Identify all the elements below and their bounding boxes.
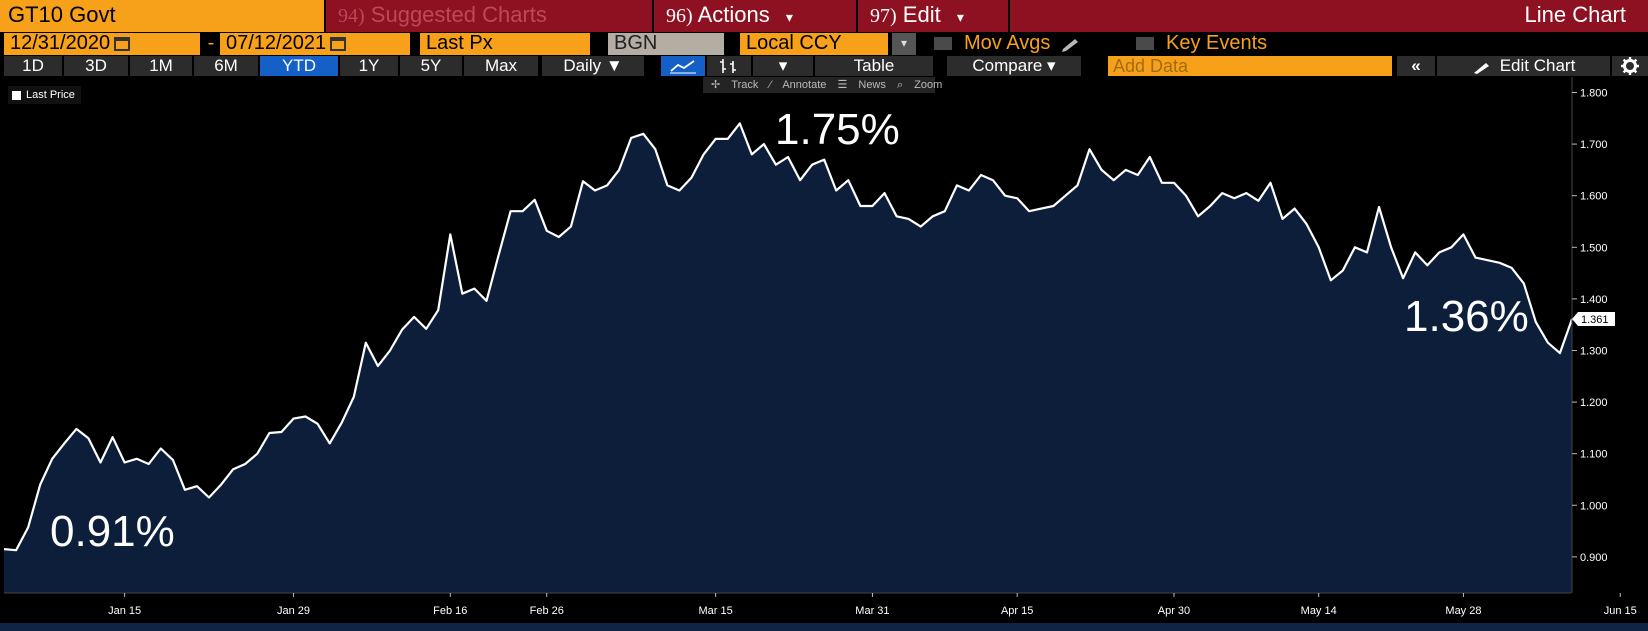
last-value-label: 1.361 [1581,314,1609,326]
suggested-charts-number: 94) [338,5,365,27]
news-label: News [858,79,886,91]
track-label: Track [731,79,759,91]
gear-icon [1621,57,1639,75]
y-tick-label: 1.500 [1580,242,1608,254]
settings-button[interactable] [1612,56,1648,76]
key-events-toggle[interactable]: Key Events [1136,33,1356,55]
more-chart-types-button[interactable]: ▾ [753,56,813,76]
key-events-label: Key Events [1166,32,1268,54]
start-date-field[interactable]: 12/31/2020 [4,33,200,55]
annotate-tool[interactable]: ⁄ Annotate [769,79,827,91]
edit-label: Edit [902,2,941,27]
bar-chart-button[interactable] [707,56,751,76]
range-button-max[interactable]: Max [464,56,538,76]
edit-chart-label: Edit Chart [1499,56,1576,75]
checkbox-icon[interactable] [1136,37,1154,51]
suggested-charts-label: Suggested Charts [370,2,547,27]
x-tick-label: Jan 29 [277,605,310,617]
x-tick-label: Mar 31 [855,605,889,617]
chevron-down-icon: ▾ [778,56,788,75]
edit-chart-button[interactable]: Edit Chart [1437,56,1610,76]
legend-label: Last Price [26,89,75,101]
x-tick-label: Jun 15 [1604,605,1637,617]
y-tick-label: 1.200 [1580,397,1608,409]
pencil-icon[interactable] [1060,36,1082,52]
x-tick-label: May 28 [1445,605,1481,617]
ohlc-bars-icon [720,59,736,73]
collapse-icon[interactable]: « [1397,56,1435,76]
field-selector[interactable]: Last Px [420,33,590,55]
y-tick-label: 1.600 [1580,191,1608,203]
pencil-icon [1473,62,1489,74]
source-selector[interactable]: BGN [608,33,724,55]
x-tick-label: May 14 [1301,605,1337,617]
annotate-label: Annotate [782,79,827,91]
y-tick-label: 1.700 [1580,139,1608,151]
chart-type-title: Line Chart [1010,0,1648,32]
chart-legend[interactable]: Last Price [8,86,81,104]
range-button-ytd[interactable]: YTD [260,56,338,76]
range-button-5y[interactable]: 5Y [400,56,462,76]
security-ticker[interactable]: GT10 Govt [0,0,324,32]
range-button-1m[interactable]: 1M [130,56,192,76]
annotation-start-value: 0.91% [50,507,175,556]
x-tick-label: Apr 30 [1158,605,1190,617]
price-chart[interactable]: 0.900 1.000 1.100 1.200 1.300 1.400 1.500 1.600… [0,77,1648,623]
range-button-6m[interactable]: 6M [194,56,258,76]
currency-selector[interactable]: Local CCY [740,33,888,55]
line-chart-icon [670,60,696,74]
series-line-last-price [3,122,1574,552]
y-tick-label: 1.000 [1580,500,1608,512]
zoom-label: Zoom [914,79,943,91]
track-tool[interactable]: ✢ Track [711,79,759,91]
chevron-down-icon[interactable]: ▾ [892,33,916,55]
edit-number: 97) [870,5,897,27]
zoom-tool[interactable]: ⌕ Zoom [896,79,943,91]
table-button[interactable]: Table [815,56,933,76]
range-button-1y[interactable]: 1Y [340,56,398,76]
x-tick-label: Feb 26 [530,605,564,617]
range-button-3d[interactable]: 3D [64,56,128,76]
x-tick-label: Mar 15 [699,605,733,617]
y-tick-label: 1.400 [1580,294,1608,306]
start-date-value: 12/31/2020 [10,32,111,54]
x-tick-label: Jan 15 [108,605,141,617]
compare-button[interactable]: Compare ▾ [947,56,1081,76]
x-tick-label: Feb 16 [433,605,467,617]
end-date-value: 07/12/2021 [226,32,327,54]
last-value-tag [1572,312,1615,327]
legend-swatch [12,90,21,100]
calendar-icon[interactable] [330,36,347,51]
chevron-down-icon: ▾ [956,9,964,25]
line-chart-button[interactable] [661,56,705,76]
y-tick-label: 1.100 [1580,449,1608,461]
range-button-1d[interactable]: 1D [4,56,62,76]
news-tool[interactable]: ☰ News [837,79,886,91]
chart-tools-bar: ✢ Track ⁄ Annotate ☰ News ⌕ Zoom [703,77,942,93]
area-fill [4,123,1572,594]
annotation-peak-value: 1.75% [775,105,900,154]
y-tick-label: 0.900 [1580,552,1608,564]
y-tick-label: 1.800 [1580,87,1608,99]
suggested-charts-menu[interactable]: 94) Suggested Charts [326,0,652,32]
frequency-selector[interactable]: Daily ▼ [542,56,644,76]
bottom-status-bar [0,623,1648,631]
edit-menu[interactable]: 97) Edit ▾ [858,0,1008,32]
actions-menu[interactable]: 96) Actions ▾ [654,0,856,32]
calendar-icon[interactable] [114,36,131,51]
actions-label: Actions [697,2,770,27]
end-date-field[interactable]: 07/12/2021 [220,33,410,55]
mov-avgs-toggle[interactable]: Mov Avgs [934,33,1122,55]
mov-avgs-label: Mov Avgs [964,32,1051,54]
annotation-end-value: 1.36% [1404,292,1529,341]
y-tick-label: 1.300 [1580,345,1608,357]
add-data-input[interactable]: Add Data [1108,56,1392,76]
x-tick-label: Apr 15 [1001,605,1033,617]
checkbox-icon[interactable] [934,37,952,51]
actions-number: 96) [666,5,693,27]
chevron-down-icon: ▾ [785,9,793,25]
date-separator: - [207,32,215,54]
